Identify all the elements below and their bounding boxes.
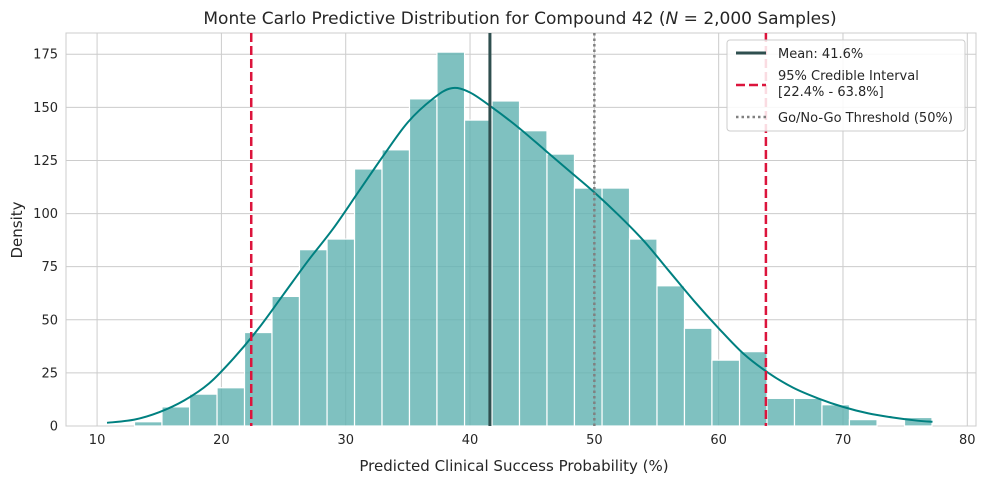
legend: Mean: 41.6% 95% Credible Interval [22.4%… (726, 39, 966, 132)
chart-title-italic: N (666, 9, 679, 29)
legend-threshold-label: Go/No-Go Threshold (50%) (778, 111, 953, 126)
histogram-bar (436, 51, 466, 427)
y-tick-label: 0 (50, 420, 58, 435)
legend-box (726, 39, 966, 132)
x-tick-label: 30 (337, 433, 354, 448)
histogram-bar (573, 187, 603, 427)
y-axis-label: Density (8, 201, 26, 258)
x-axis-label: Predicted Clinical Success Probability (… (359, 457, 668, 475)
y-tick-label: 25 (41, 366, 58, 381)
chart-title-prefix: Monte Carlo Predictive Distribution for … (203, 9, 665, 29)
histogram-bar (766, 397, 796, 427)
x-tick-label: 40 (462, 433, 479, 448)
chart-title: Monte Carlo Predictive Distribution for … (203, 9, 836, 29)
y-tick-label: 50 (41, 313, 58, 328)
histogram-bar (793, 397, 823, 427)
y-tick-label: 175 (33, 48, 58, 63)
y-tick-label: 125 (33, 154, 58, 169)
legend-ci-label-line2: [22.4% - 63.8%] (778, 85, 884, 100)
x-tick-label: 20 (213, 433, 230, 448)
y-tick-label: 150 (33, 101, 58, 116)
legend-mean-label: Mean: 41.6% (778, 47, 863, 62)
histogram-bars (133, 51, 933, 427)
histogram-bar (848, 419, 878, 427)
histogram-bar (188, 393, 218, 427)
x-tick-label: 50 (586, 433, 603, 448)
histogram-bar (601, 187, 631, 427)
x-tick-label: 10 (89, 433, 106, 448)
histogram-bar (381, 149, 411, 427)
x-tick-label: 80 (959, 433, 976, 448)
histogram-bar (656, 285, 686, 427)
tick-labels: 10 20 30 40 50 60 70 80 0 25 50 75 100 125 150 175 (33, 48, 975, 448)
histogram-bar (628, 238, 658, 427)
y-tick-label: 100 (33, 207, 58, 222)
histogram-bar (408, 98, 438, 427)
y-tick-label: 75 (41, 260, 58, 275)
histogram-bar (353, 168, 383, 427)
histogram-bar (683, 327, 713, 427)
histogram-bar (491, 100, 521, 427)
histogram-bar (738, 351, 768, 427)
x-tick-label: 70 (835, 433, 852, 448)
histogram-bar (243, 331, 273, 427)
histogram-bar (463, 119, 493, 427)
histogram-bar (326, 238, 356, 427)
histogram-bar (133, 421, 163, 427)
histogram-bar (711, 359, 741, 427)
histogram-bar (298, 249, 328, 427)
histogram-bar (271, 295, 301, 427)
legend-ci-label: 95% Credible Interval (778, 69, 919, 84)
histogram-bar (546, 153, 576, 427)
histogram-bar (216, 387, 246, 427)
chart-title-suffix: = 2,000 Samples) (678, 9, 836, 29)
x-tick-label: 60 (710, 433, 727, 448)
histogram-bar (518, 130, 548, 427)
